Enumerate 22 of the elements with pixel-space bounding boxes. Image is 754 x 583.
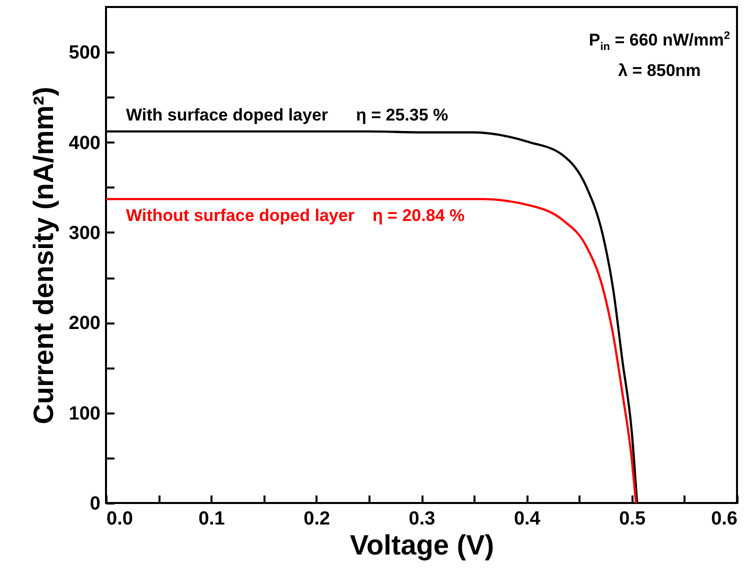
y-tick-label: 500 [68, 42, 100, 64]
y-tick-label: 400 [68, 132, 100, 154]
y-axis-title: Current density (nA/mm²) [28, 86, 59, 424]
x-axis-title: Voltage (V) [350, 530, 494, 560]
x-tick-label: 0.2 [304, 508, 330, 530]
x-tick-label: 0.5 [619, 508, 646, 530]
annotation: η = 25.35 % [356, 105, 448, 124]
line-series [106, 198, 638, 503]
x-tick-label: 0.3 [408, 508, 436, 530]
y-tick-label: 300 [68, 222, 100, 244]
x-tick-label: 0.0 [106, 508, 133, 530]
annotation: η = 20.84 % [372, 206, 465, 226]
x-tick-label: 0.1 [198, 508, 226, 530]
y-tick-label: 200 [68, 313, 100, 334]
series-label: Without surface doped layer [126, 206, 355, 226]
y-tick-label: 0 [90, 494, 100, 514]
x-tick-label: 0.4 [514, 508, 541, 530]
y-tick-label: 100 [68, 403, 100, 424]
annotation: λ = 850nm [617, 60, 702, 82]
x-tick-label: 0.6 [711, 508, 738, 530]
series-label: With surface doped layer [126, 105, 328, 124]
annotation: P$_{in}$ = 660 nW/mm$^{2}$ [588, 29, 730, 56]
